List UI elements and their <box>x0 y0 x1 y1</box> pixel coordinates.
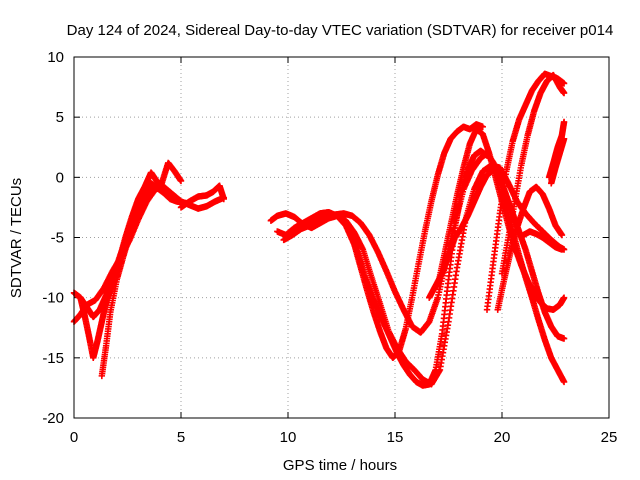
x-tick-label: 25 <box>601 429 618 446</box>
y-tick-label: -5 <box>51 230 64 247</box>
data-series <box>70 70 568 389</box>
chart-title: Day 124 of 2024, Sidereal Day-to-day VTE… <box>67 22 614 39</box>
gridlines <box>74 57 609 418</box>
y-tick-label: -10 <box>42 290 64 307</box>
x-tick-label: 15 <box>387 429 404 446</box>
y-tick-label: -20 <box>42 410 64 427</box>
y-tick-label: -15 <box>42 350 64 367</box>
data-point <box>220 195 227 203</box>
series-arc-2 <box>70 180 193 321</box>
series-arc-1 <box>70 183 227 325</box>
axis-ticks: 0 5 10 15 20 25 -20 -15 -10 -5 0 5 10 <box>42 49 617 446</box>
series-arc-4 <box>98 159 185 380</box>
data-point <box>177 177 185 185</box>
x-tick-label: 20 <box>494 429 511 446</box>
x-tick-label: 5 <box>177 429 185 446</box>
data-point <box>167 189 174 197</box>
series-arc-5 <box>177 182 227 211</box>
y-tick-label: 10 <box>47 49 64 66</box>
y-tick-label: 0 <box>56 169 64 186</box>
series-arc-3 <box>77 169 174 362</box>
x-tick-label: 0 <box>70 429 78 446</box>
x-tick-label: 10 <box>280 429 297 446</box>
y-axis-label: SDTVAR / TECUs <box>8 178 25 298</box>
x-axis-label: GPS time / hours <box>283 457 397 474</box>
y-tick-label: 5 <box>56 109 64 126</box>
